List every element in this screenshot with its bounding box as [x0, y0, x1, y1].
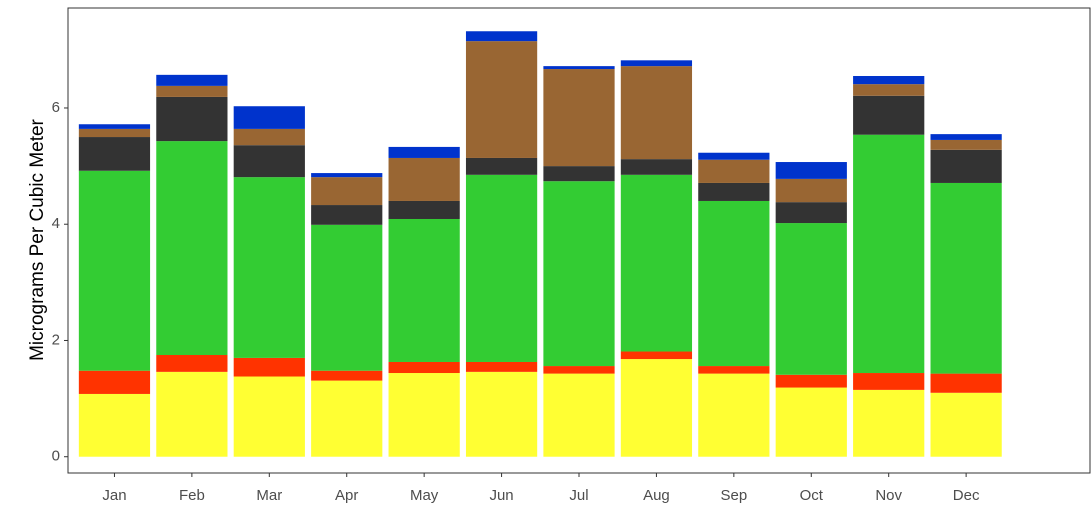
x-tick-label: Mar [256, 487, 282, 504]
y-tick-label: 2 [52, 331, 60, 348]
bar-segment [775, 202, 847, 224]
bar-segment [156, 96, 228, 142]
bar-segment [543, 373, 615, 457]
bar-segment [78, 393, 151, 457]
bar-segment [853, 84, 925, 96]
x-tick-label: Dec [953, 487, 980, 504]
bar-segment [156, 85, 228, 97]
x-tick-label: Oct [800, 487, 824, 504]
bar-segment [465, 31, 538, 42]
bar-segment [388, 373, 460, 457]
bar-segment [233, 357, 305, 377]
bar-segment [233, 128, 305, 146]
bar-segment [156, 355, 228, 372]
bar-segment [698, 152, 770, 160]
bar-segment [698, 366, 770, 374]
bar-segment [388, 146, 460, 158]
bar-segment [853, 95, 925, 135]
bar-segment [311, 177, 383, 206]
x-tick-label: Aug [643, 487, 670, 504]
bar-segment [543, 181, 615, 367]
bar-segment [465, 361, 538, 372]
bar-segment [620, 159, 693, 175]
bar-segment [156, 371, 228, 457]
bar-segment [78, 370, 151, 394]
bar-segment [543, 69, 615, 167]
bar-segment [775, 387, 847, 457]
bar-segment [78, 124, 151, 129]
bar-segment [620, 359, 693, 457]
bar-segment [620, 174, 693, 352]
bar-segment [620, 66, 693, 160]
y-axis-title: Micrograms Per Cubic Meter [27, 118, 48, 360]
x-tick-label: Sep [720, 487, 747, 504]
bar-segment [465, 157, 538, 175]
y-tick-label: 4 [52, 215, 60, 232]
bar-segment [543, 366, 615, 374]
bar-segment [311, 205, 383, 225]
bar-segment [930, 149, 1002, 183]
bar-segment [311, 224, 383, 371]
bar-segment [930, 139, 1002, 150]
bar-segment [698, 373, 770, 457]
bar-segment [233, 177, 305, 358]
bar-segment [543, 166, 615, 182]
bar-segment [930, 373, 1002, 393]
x-tick-label: Jan [102, 487, 126, 504]
bar-segment [775, 178, 847, 203]
bar-segment [930, 392, 1002, 457]
bar-segment [78, 137, 151, 171]
bar-segment [78, 128, 151, 138]
bar-segment [620, 60, 693, 67]
bar-segment [311, 380, 383, 457]
bar-segment [543, 66, 615, 70]
bar-segment [930, 134, 1002, 140]
x-tick-label: May [410, 487, 439, 504]
y-tick-label: 0 [52, 448, 60, 465]
bar-segment [465, 41, 538, 158]
bar-segment [78, 170, 151, 371]
x-tick-label: Jun [489, 487, 513, 504]
x-tick-label: Jul [569, 487, 588, 504]
bar-segment [698, 200, 770, 367]
bar-segment [311, 173, 383, 178]
bar-segment [775, 374, 847, 388]
bar-segment [233, 106, 305, 129]
bar-segment [156, 141, 228, 356]
bar-segment [775, 162, 847, 179]
x-tick-label: Apr [335, 487, 358, 504]
bar-segment [388, 361, 460, 374]
bar-segment [233, 376, 305, 457]
bar-segment [465, 371, 538, 457]
bar-segment [698, 182, 770, 201]
bar-segment [388, 157, 460, 201]
x-tick-label: Feb [179, 487, 205, 504]
bar-segment [233, 145, 305, 178]
bar-segment [620, 351, 693, 360]
bar-segment [853, 389, 925, 457]
bar-segment [775, 223, 847, 375]
bar-segment [853, 373, 925, 390]
bar-segment [853, 76, 925, 85]
bar-segment [311, 370, 383, 381]
bar-segment [388, 200, 460, 219]
y-tick-label: 6 [52, 99, 60, 116]
bar-segment [465, 174, 538, 362]
bar-segment [156, 74, 228, 86]
bar-segment [930, 182, 1002, 374]
x-tick-label: Nov [875, 487, 902, 504]
bar-segment [388, 218, 460, 362]
panel-border [67, 7, 1091, 474]
bar-segment [853, 134, 925, 374]
bar-segment [698, 159, 770, 183]
